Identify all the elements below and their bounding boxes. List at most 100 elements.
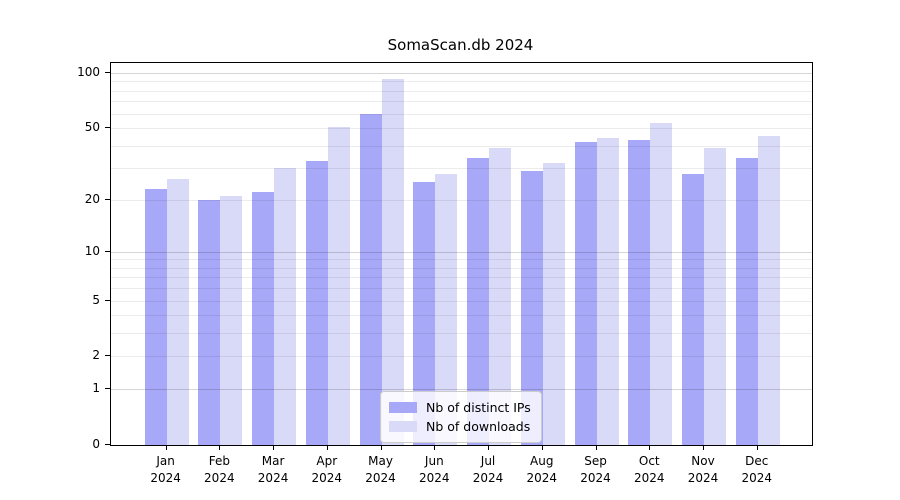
x-axis-tick-label: Jul 2024 xyxy=(461,453,515,487)
legend-swatch-distinct-ips-icon xyxy=(389,402,417,413)
x-axis-tick-label: Sep 2024 xyxy=(569,453,623,487)
gridline-minor xyxy=(111,267,812,269)
x-axis-tick xyxy=(488,445,490,450)
gridline-major xyxy=(111,73,812,74)
y-axis-tick xyxy=(105,72,110,73)
legend-item-distinct-ips: Nb of distinct IPs xyxy=(389,398,532,417)
y-axis-tick xyxy=(105,299,110,301)
plot-area xyxy=(110,62,813,446)
x-label-year: 2024 xyxy=(580,471,611,485)
x-label-month: Jul xyxy=(480,454,496,468)
bar-distinct-ips-aug xyxy=(520,170,543,445)
gridline-major xyxy=(111,389,812,391)
bar-distinct-ips-feb xyxy=(198,199,221,445)
x-label-year: 2024 xyxy=(687,471,719,485)
x-axis-tick-label: Aug 2024 xyxy=(515,453,569,487)
gridline-minor xyxy=(111,199,812,201)
x-label-month: Nov xyxy=(691,454,715,468)
y-axis-tick-label: 5 xyxy=(92,292,100,307)
bar-distinct-ips-jun xyxy=(413,182,436,445)
y-axis-tick xyxy=(105,444,110,445)
x-label-year: 2024 xyxy=(633,471,665,485)
gridline-minor xyxy=(111,145,812,147)
y-axis-tick xyxy=(105,355,110,357)
y-axis-tick xyxy=(105,250,110,252)
gridline-minor xyxy=(111,81,812,83)
gridline-major xyxy=(111,251,812,253)
x-label-year: 2024 xyxy=(472,471,504,485)
bar-distinct-ips-nov xyxy=(682,173,704,445)
bar-downloads-may xyxy=(381,78,404,445)
y-axis-tick-label: 100 xyxy=(77,65,100,79)
bar-downloads-apr xyxy=(327,126,350,445)
legend-item-downloads: Nb of downloads xyxy=(389,417,532,436)
y-axis-tick xyxy=(105,127,110,129)
legend-label-distinct-ips: Nb of distinct IPs xyxy=(426,400,531,415)
x-axis-tick-label: Mar 2024 xyxy=(246,453,300,487)
gridline-minor xyxy=(111,113,812,115)
bar-distinct-ips-apr xyxy=(305,160,328,445)
x-label-year: 2024 xyxy=(204,471,235,485)
x-axis-tick xyxy=(326,445,328,450)
y-axis-tick-label: 50 xyxy=(84,120,100,135)
x-label-month: May xyxy=(368,454,393,468)
x-label-month: Feb xyxy=(208,454,230,468)
x-label-month: Apr xyxy=(316,454,338,468)
bar-downloads-jun xyxy=(435,173,458,445)
chart-title: SomaScan.db 2024 xyxy=(387,36,534,54)
x-axis-tick-label: Feb 2024 xyxy=(192,453,246,487)
x-axis-tick-label: Jan 2024 xyxy=(139,453,193,487)
gridline-minor xyxy=(111,333,812,335)
x-label-year: 2024 xyxy=(419,471,450,485)
gridline-minor xyxy=(111,356,812,358)
x-axis-tick-label: Apr 2024 xyxy=(300,453,354,487)
x-label-month: Oct xyxy=(638,454,660,468)
bar-distinct-ips-may xyxy=(359,113,382,445)
x-axis-tick-label: May 2024 xyxy=(354,453,408,487)
bar-downloads-mar xyxy=(274,168,297,445)
bar-downloads-aug xyxy=(542,163,565,445)
gridline-minor xyxy=(111,168,812,170)
y-axis-tick-label: 20 xyxy=(84,191,100,206)
bar-distinct-ips-dec xyxy=(735,158,758,445)
x-axis-tick xyxy=(380,445,382,450)
bar-distinct-ips-mar xyxy=(252,192,275,445)
x-axis-tick xyxy=(434,445,436,450)
legend-label-downloads: Nb of downloads xyxy=(426,419,531,434)
gridline-minor xyxy=(111,315,812,317)
gridline-minor xyxy=(111,277,812,279)
x-axis-tick xyxy=(703,445,704,450)
bar-downloads-jan xyxy=(166,179,189,445)
gridline-minor xyxy=(111,128,812,130)
x-label-year: 2024 xyxy=(311,471,343,485)
y-axis-tick xyxy=(105,388,110,390)
y-axis-tick xyxy=(105,198,110,200)
x-axis-tick xyxy=(595,445,597,450)
bar-downloads-feb xyxy=(220,195,243,445)
y-axis-tick-label: 10 xyxy=(84,243,100,258)
bar-downloads-sep xyxy=(596,138,619,445)
x-axis-tick-label: Jun 2024 xyxy=(407,453,461,487)
gridline-minor xyxy=(111,288,812,290)
x-label-year: 2024 xyxy=(150,471,181,485)
legend: Nb of distinct IPs Nb of downloads xyxy=(380,391,542,443)
bar-downloads-oct xyxy=(650,123,673,445)
x-axis-tick xyxy=(273,445,275,450)
bar-downloads-jul xyxy=(489,147,512,445)
x-label-month: Sep xyxy=(584,454,607,468)
bar-downloads-nov xyxy=(704,147,726,445)
legend-swatch-downloads-icon xyxy=(389,421,417,432)
x-axis-tick xyxy=(541,445,543,450)
x-axis-tick xyxy=(756,445,758,450)
gridline-minor xyxy=(111,300,812,302)
y-axis-tick-label: 2 xyxy=(92,348,100,363)
bar-downloads-dec xyxy=(757,136,780,445)
x-label-year: 2024 xyxy=(365,471,396,485)
x-axis-tick-label: Dec 2024 xyxy=(730,453,784,487)
bar-distinct-ips-jul xyxy=(467,158,490,445)
x-label-year: 2024 xyxy=(526,471,558,485)
x-label-month: Jun xyxy=(424,454,444,468)
x-label-month: Mar xyxy=(261,454,285,468)
x-axis-tick-label: Nov 2024 xyxy=(676,453,730,487)
